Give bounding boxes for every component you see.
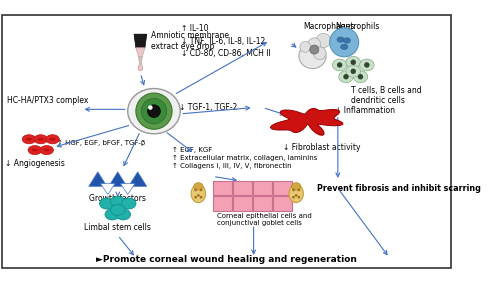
Ellipse shape (346, 56, 360, 68)
Circle shape (316, 33, 330, 48)
Bar (213, 196, 232, 211)
Ellipse shape (100, 198, 114, 209)
Ellipse shape (340, 44, 348, 50)
Polygon shape (89, 172, 107, 186)
Text: ↓ Angiogenesis: ↓ Angiogenesis (4, 159, 64, 168)
Text: Amniotic membrane
extract eye drop: Amniotic membrane extract eye drop (152, 31, 230, 51)
Ellipse shape (26, 138, 32, 141)
Ellipse shape (110, 204, 125, 215)
Bar (252, 196, 272, 211)
Circle shape (344, 74, 348, 80)
Text: HC-HA/PTX3 complex: HC-HA/PTX3 complex (7, 96, 88, 105)
Circle shape (350, 59, 356, 65)
Text: ↑ EGF, KGF
↑ Extracellular matrix, collagen, laminins
↑ Collagens I, III, IV, V,: ↑ EGF, KGF ↑ Extracellular matrix, colla… (172, 147, 318, 169)
Bar (213, 181, 232, 195)
Text: Corneal epithelial cells and
conjunctival goblet cells: Corneal epithelial cells and conjunctiva… (218, 213, 312, 226)
Ellipse shape (292, 183, 300, 190)
Circle shape (292, 188, 295, 191)
Circle shape (148, 105, 152, 110)
Bar (272, 181, 291, 195)
Ellipse shape (38, 138, 44, 141)
Ellipse shape (32, 149, 38, 151)
Ellipse shape (105, 209, 120, 220)
Circle shape (295, 194, 298, 197)
Circle shape (200, 188, 202, 191)
Bar (252, 181, 272, 195)
Ellipse shape (50, 138, 56, 141)
Circle shape (330, 28, 358, 57)
Polygon shape (270, 108, 343, 135)
Polygon shape (134, 34, 146, 48)
Ellipse shape (28, 145, 42, 155)
Text: Neutrophils: Neutrophils (335, 22, 380, 31)
Ellipse shape (46, 135, 60, 144)
Ellipse shape (44, 149, 50, 151)
Ellipse shape (128, 89, 180, 134)
Text: Macrophages: Macrophages (304, 22, 354, 31)
Polygon shape (136, 48, 145, 57)
Ellipse shape (191, 185, 206, 203)
Circle shape (194, 196, 197, 199)
Ellipse shape (346, 65, 360, 77)
Circle shape (194, 188, 197, 191)
Circle shape (298, 196, 300, 199)
Circle shape (200, 196, 202, 199)
Circle shape (148, 105, 160, 117)
Text: ↑ IL-10
↓ TNF, IL-6, IL-8, IL-12
↓ CD-80, CD-86, MCH II: ↑ IL-10 ↓ TNF, IL-6, IL-8, IL-12 ↓ CD-80… (181, 24, 271, 58)
Polygon shape (138, 57, 142, 64)
Text: ►Promote corneal wound healing and regeneration: ►Promote corneal wound healing and regen… (96, 255, 357, 264)
Ellipse shape (337, 37, 344, 42)
Ellipse shape (122, 198, 136, 209)
Circle shape (292, 196, 295, 199)
Circle shape (136, 93, 172, 129)
Text: T cells, B cells and
dendritic cells: T cells, B cells and dendritic cells (350, 86, 421, 105)
Ellipse shape (194, 183, 203, 190)
Bar (233, 196, 252, 211)
Circle shape (298, 188, 300, 191)
Ellipse shape (344, 38, 350, 43)
Circle shape (350, 68, 356, 74)
Circle shape (358, 74, 363, 80)
Circle shape (197, 194, 200, 197)
Ellipse shape (353, 71, 368, 83)
Text: Limbal stem cells: Limbal stem cells (84, 224, 151, 232)
Polygon shape (128, 172, 146, 186)
Text: Growth factors: Growth factors (90, 194, 146, 203)
Circle shape (337, 62, 342, 68)
Ellipse shape (22, 135, 36, 144)
Circle shape (142, 98, 167, 124)
Circle shape (314, 47, 326, 59)
Text: ↓ Fibroblast activity: ↓ Fibroblast activity (282, 143, 360, 152)
Ellipse shape (34, 135, 48, 144)
Bar (272, 196, 291, 211)
Text: ↓ Inflammation: ↓ Inflammation (335, 106, 395, 115)
Polygon shape (108, 172, 127, 186)
Ellipse shape (289, 185, 304, 203)
Ellipse shape (40, 145, 54, 155)
Text: ↑ HGF, EGF, bFGF, TGF-β: ↑ HGF, EGF, bFGF, TGF-β (57, 140, 146, 146)
Ellipse shape (299, 43, 326, 68)
Circle shape (300, 41, 310, 52)
Ellipse shape (110, 196, 125, 207)
Text: Prevent fibrosis and inhibit scarring: Prevent fibrosis and inhibit scarring (317, 184, 481, 193)
Ellipse shape (339, 71, 353, 83)
Text: ↓ TGF-1, TGF-2: ↓ TGF-1, TGF-2 (180, 103, 238, 112)
Circle shape (310, 45, 319, 54)
Circle shape (364, 62, 370, 68)
Ellipse shape (138, 65, 142, 71)
Bar (233, 181, 252, 195)
Ellipse shape (360, 59, 374, 71)
Circle shape (308, 38, 320, 50)
Polygon shape (100, 184, 115, 194)
Ellipse shape (332, 59, 347, 71)
Polygon shape (120, 184, 135, 194)
Ellipse shape (116, 209, 130, 220)
